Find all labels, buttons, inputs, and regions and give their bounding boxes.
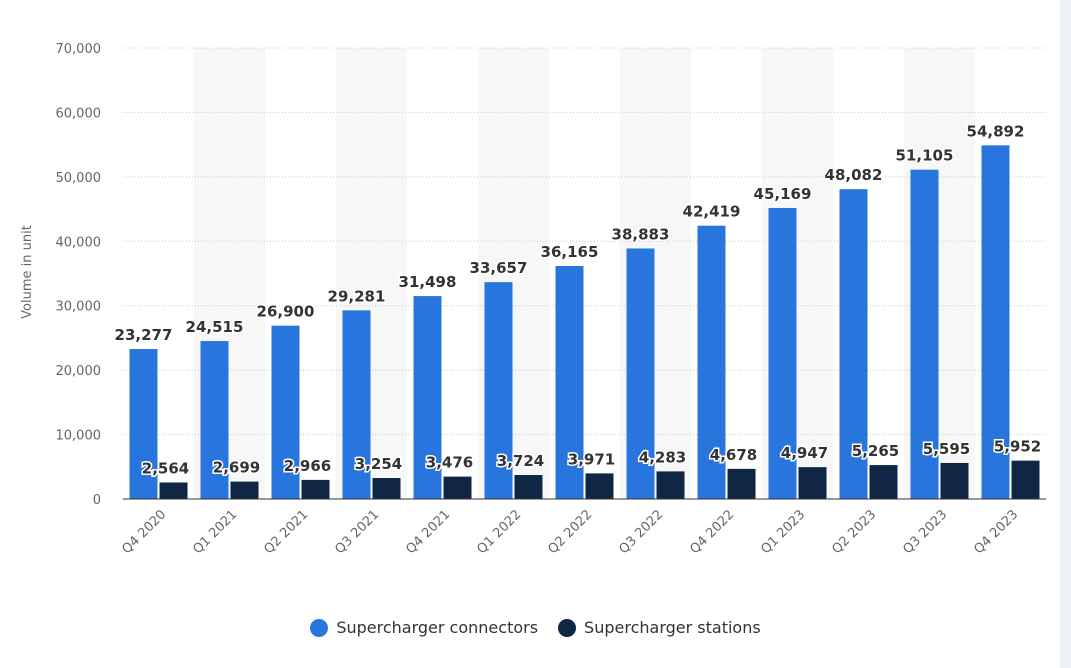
data-label-stations: 2,564 [142, 459, 189, 477]
bar-stations[interactable] [940, 462, 969, 499]
data-label-stations: 3,724 [497, 452, 544, 470]
data-label-stations: 3,476 [426, 454, 473, 472]
data-label-stations: 2,966 [284, 457, 331, 475]
x-tick-label: Q1 2023 [758, 507, 808, 557]
legend-marker-connectors [310, 618, 329, 637]
y-tick-label: 30,000 [56, 300, 102, 315]
bar-stations[interactable] [230, 481, 259, 499]
data-label-stations: 4,947 [781, 444, 828, 462]
legend: Supercharger connectors Supercharger sta… [0, 618, 1071, 637]
bar-connectors[interactable] [555, 265, 584, 499]
bar-stations[interactable] [514, 475, 543, 499]
x-tick-label: Q3 2021 [332, 507, 382, 557]
data-label-connectors: 38,883 [612, 225, 670, 243]
y-axis-title: Volume in unit [20, 225, 35, 319]
bar-connectors[interactable] [839, 189, 868, 499]
bar-connectors[interactable] [271, 325, 300, 499]
y-tick-label: 10,000 [56, 429, 102, 444]
data-label-stations: 3,971 [568, 450, 615, 468]
bar-stations[interactable] [869, 465, 898, 499]
data-label-stations: 4,678 [710, 446, 757, 464]
bar-connectors[interactable] [697, 225, 726, 499]
legend-label-stations: Supercharger stations [584, 618, 761, 637]
legend-item-connectors[interactable]: Supercharger connectors [310, 618, 538, 637]
data-label-connectors: 36,165 [541, 243, 599, 261]
data-label-connectors: 31,498 [399, 273, 457, 291]
x-tick-label: Q4 2023 [971, 507, 1021, 557]
x-tick-label: Q2 2021 [261, 507, 311, 557]
bar-stations[interactable] [443, 476, 472, 499]
bars [129, 145, 1040, 499]
bar-connectors[interactable] [484, 282, 513, 499]
data-label-stations: 4,283 [639, 448, 686, 466]
data-label-connectors: 48,082 [825, 166, 883, 184]
data-labels: 23,277 2,564 24,515 2,699 26,900 2,966 29,281 3… [113, 121, 1043, 479]
data-label-connectors: 54,892 [967, 122, 1025, 140]
x-tick-label: Q2 2023 [829, 507, 879, 557]
y-tick-label: 70,000 [56, 42, 102, 57]
bar-connectors[interactable] [129, 349, 158, 499]
bar-stations[interactable] [798, 467, 827, 499]
bar-connectors[interactable] [200, 341, 229, 499]
x-tick-label: Q4 2022 [687, 507, 737, 557]
x-tick-label: Q2 2022 [545, 507, 595, 557]
data-label-stations: 5,265 [852, 442, 899, 460]
bar-connectors[interactable] [342, 310, 371, 499]
data-label-connectors: 24,515 [186, 318, 244, 336]
data-label-stations: 5,595 [923, 440, 970, 458]
data-label-stations: 2,699 [213, 459, 260, 477]
y-tick-label: 50,000 [56, 171, 102, 186]
y-tick-label: 60,000 [56, 106, 102, 121]
bar-connectors[interactable] [413, 296, 442, 499]
bar-stations[interactable] [585, 473, 614, 499]
bar-connectors[interactable] [626, 248, 655, 499]
data-label-stations: 3,254 [355, 455, 402, 473]
y-tick-label: 20,000 [56, 364, 102, 379]
x-tick-label: Q3 2023 [900, 507, 950, 557]
data-label-connectors: 23,277 [115, 326, 173, 344]
data-label-connectors: 29,281 [328, 287, 386, 305]
legend-label-connectors: Supercharger connectors [336, 618, 539, 637]
data-label-stations: 5,952 [994, 438, 1041, 456]
bar-stations[interactable] [727, 468, 756, 499]
bar-connectors[interactable] [981, 145, 1010, 499]
data-label-connectors: 33,657 [470, 259, 528, 277]
bar-connectors[interactable] [768, 207, 797, 499]
x-tick-label: Q1 2022 [474, 507, 524, 557]
data-label-connectors: 51,105 [896, 147, 954, 165]
bar-connectors[interactable] [910, 169, 939, 499]
legend-item-stations[interactable]: Supercharger stations [558, 618, 761, 637]
data-label-connectors: 45,169 [754, 185, 812, 203]
bar-stations[interactable] [301, 479, 330, 499]
right-edge-panel [1060, 0, 1071, 668]
bar-stations[interactable] [159, 482, 188, 499]
bar-stations[interactable] [372, 478, 401, 499]
legend-marker-stations [558, 618, 577, 637]
y-tick-label: 0 [93, 493, 101, 508]
y-tick-label: 40,000 [56, 235, 102, 250]
y-axis: 0 10,000 20,000 30,000 40,000 50,000 60,000 70,… [56, 42, 102, 508]
x-tick-label: Q4 2021 [403, 507, 453, 557]
bar-stations[interactable] [1011, 460, 1040, 499]
x-tick-label: Q4 2020 [119, 507, 169, 557]
bar-stations[interactable] [656, 471, 685, 499]
x-axis: Q4 2020 Q1 2021 Q2 2021 Q3 2021 Q4 2021 Q1 20… [119, 498, 1046, 557]
data-label-connectors: 42,419 [683, 203, 741, 221]
x-tick-label: Q3 2022 [616, 507, 666, 557]
data-label-connectors: 26,900 [257, 303, 315, 321]
x-tick-label: Q1 2021 [190, 507, 240, 557]
